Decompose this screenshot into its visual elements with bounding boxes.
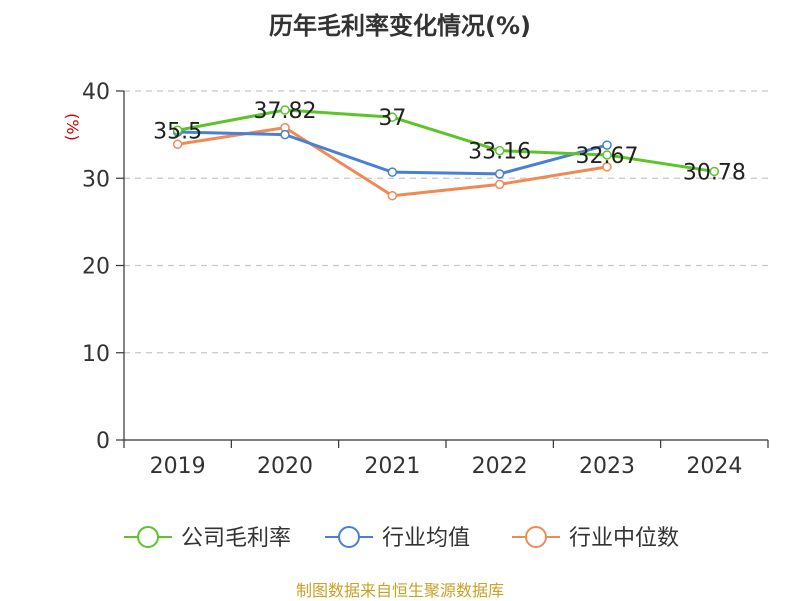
data-label: 37	[378, 106, 406, 131]
series-line-0	[177, 108, 715, 173]
data-label: 32.67	[576, 144, 639, 169]
data-point	[709, 166, 720, 177]
data-point	[387, 112, 398, 122]
chart-title: 历年毛利率变化情况(%)	[269, 12, 531, 40]
data-point	[280, 105, 290, 115]
data-label: 33.16	[468, 140, 531, 165]
legend-marker-icon	[525, 526, 547, 548]
data-point	[494, 169, 505, 179]
x-tick-label: 2019	[150, 454, 206, 479]
x-tick-label: 2022	[472, 454, 528, 479]
y-tick-label: 30	[82, 167, 110, 192]
axes: 0 10 20 30 40 2019 2020 2021 2022 2023 2024	[82, 80, 769, 479]
x-tick-label: 2024	[686, 454, 742, 479]
data-point	[602, 150, 612, 160]
data-label: 35.5	[153, 119, 202, 144]
y-axis-label: (%)	[63, 113, 82, 141]
data-point	[172, 125, 183, 136]
legend-item[interactable]: 行业中位数	[512, 526, 679, 551]
data-labels: 35.5 37.82 37 33.16 32.67 30.78	[153, 99, 746, 185]
legend-item[interactable]: 行业均值	[325, 526, 470, 551]
data-point	[494, 145, 505, 156]
y-tick-label: 0	[96, 429, 110, 454]
y-tick-label: 10	[82, 342, 110, 367]
legend-marker-icon	[137, 526, 159, 548]
y-tick-label: 20	[82, 255, 110, 280]
data-point	[602, 140, 612, 150]
grid-lines	[124, 90, 768, 354]
legend-label: 行业均值	[382, 526, 470, 551]
legend-marker-icon	[338, 526, 360, 548]
data-label: 37.82	[254, 99, 317, 124]
data-label: 30.78	[683, 160, 746, 185]
x-tick-label: 2021	[364, 454, 420, 479]
source-note: 制图数据来自恒生聚源数据库	[295, 581, 504, 600]
x-tick-label: 2023	[579, 454, 635, 479]
y-tick-label: 40	[82, 80, 110, 105]
legend-label: 行业中位数	[569, 526, 679, 551]
legend[interactable]: 公司毛利率 行业均值 行业中位数	[124, 526, 679, 551]
x-tick-label: 2020	[257, 454, 313, 479]
data-point	[387, 167, 398, 177]
data-point	[387, 190, 398, 201]
data-point	[280, 129, 290, 140]
data-point	[602, 162, 612, 172]
data-point	[172, 139, 183, 149]
legend-item[interactable]: 公司毛利率	[124, 526, 291, 551]
data-point	[494, 179, 505, 190]
legend-label: 公司毛利率	[181, 526, 291, 551]
series-lines	[172, 105, 720, 201]
